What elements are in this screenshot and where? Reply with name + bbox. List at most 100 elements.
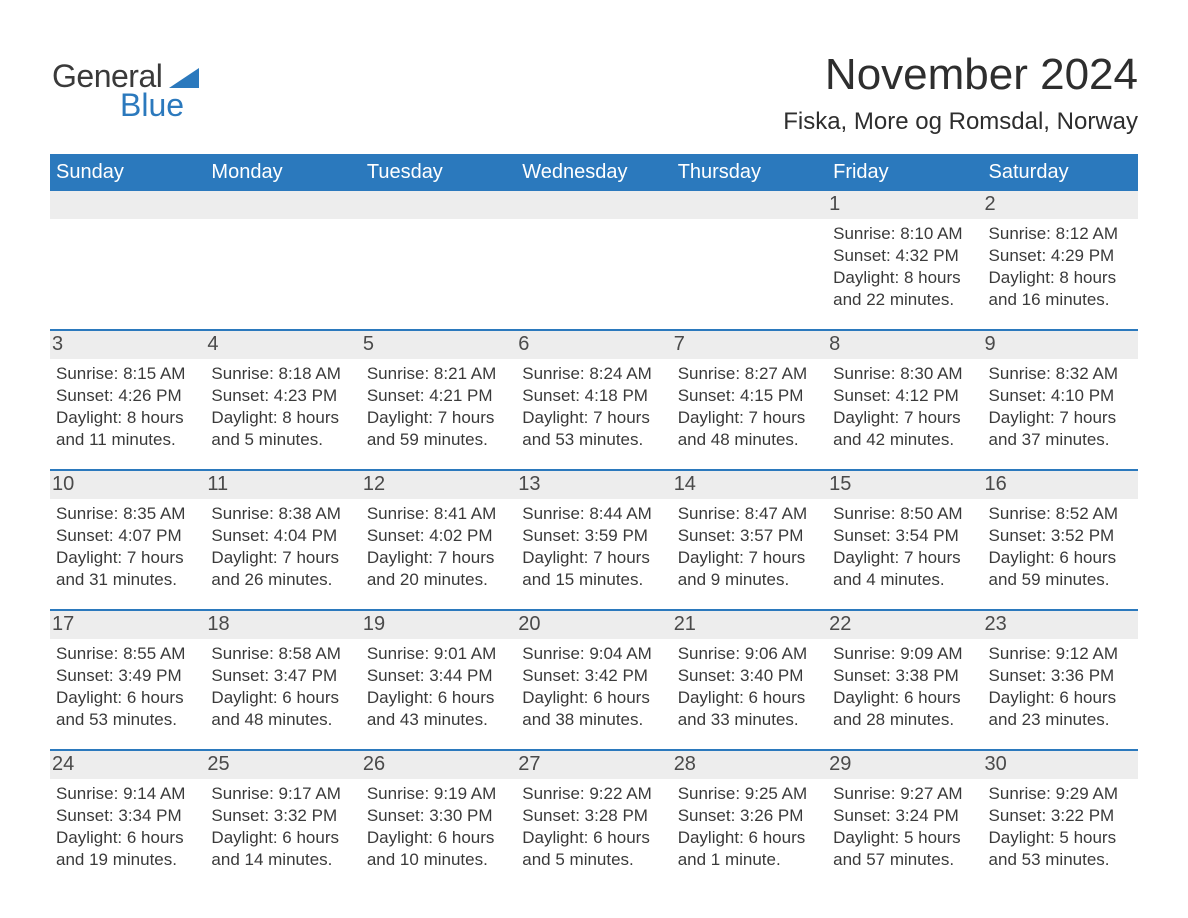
sunset-text: Sunset: 4:10 PM [989,385,1132,407]
day-number: 16 [983,471,1138,499]
calendar-day: 29Sunrise: 9:27 AMSunset: 3:24 PMDayligh… [827,751,982,883]
day-number: 4 [205,331,360,359]
calendar-day: 19 Sunrise: 9:01 AMSunset: 3:44 PMDayligh… [361,611,516,743]
daylight-text: Daylight: 7 hours and 53 minutes. [522,407,665,451]
sunrise-text: Sunrise: 9:27 AM [833,783,976,805]
daylight-text: Daylight: 6 hours and 1 minute. [678,827,821,871]
dow-friday: Friday [827,154,982,191]
calendar-day: . [50,191,205,323]
calendar-day: 20Sunrise: 9:04 AMSunset: 3:42 PMDayligh… [516,611,671,743]
sunset-text: Sunset: 3:44 PM [367,665,510,687]
sunrise-text: Sunrise: 9:19 AM [367,783,510,805]
day-number: 23 [983,611,1138,639]
sunset-text: Sunset: 3:52 PM [989,525,1132,547]
day-number: 17 [50,611,205,639]
sunrise-text: Sunrise: 8:44 AM [522,503,665,525]
sunrise-text: Sunrise: 9:01 AM [367,643,510,665]
calendar-day: 10Sunrise: 8:35 AMSunset: 4:07 PMDayligh… [50,471,205,603]
day-number: 3 [50,331,205,359]
dow-sunday: Sunday [50,154,205,191]
calendar-day: 26Sunrise: 9:19 AMSunset: 3:30 PMDayligh… [361,751,516,883]
sunset-text: Sunset: 4:15 PM [678,385,821,407]
day-number: 12 [361,471,516,499]
sunset-text: Sunset: 4:21 PM [367,385,510,407]
calendar-day: 30Sunrise: 9:29 AMSunset: 3:22 PMDayligh… [983,751,1138,883]
calendar-day: 6Sunrise: 8:24 AMSunset: 4:18 PMDaylight… [516,331,671,463]
calendar-day: 9Sunrise: 8:32 AMSunset: 4:10 PMDaylight… [983,331,1138,463]
sunset-text: Sunset: 3:28 PM [522,805,665,827]
day-number: 5 [361,331,516,359]
day-number: 28 [672,751,827,779]
day-number: . [205,191,360,219]
day-number: 10 [50,471,205,499]
day-number: 8 [827,331,982,359]
daylight-text: Daylight: 8 hours and 11 minutes. [56,407,199,451]
calendar-day: 1Sunrise: 8:10 AMSunset: 4:32 PMDaylight… [827,191,982,323]
daylight-text: Daylight: 5 hours and 57 minutes. [833,827,976,871]
daylight-text: Daylight: 6 hours and 14 minutes. [211,827,354,871]
calendar-day: 21Sunrise: 9:06 AMSunset: 3:40 PMDayligh… [672,611,827,743]
sunset-text: Sunset: 3:24 PM [833,805,976,827]
sunset-text: Sunset: 3:36 PM [989,665,1132,687]
daylight-text: Daylight: 7 hours and 20 minutes. [367,547,510,591]
sunset-text: Sunset: 4:29 PM [989,245,1132,267]
day-number: 21 [672,611,827,639]
calendar-day: 15Sunrise: 8:50 AMSunset: 3:54 PMDayligh… [827,471,982,603]
sunset-text: Sunset: 3:34 PM [56,805,199,827]
day-number: 13 [516,471,671,499]
generalblue-logo: General Blue [52,58,199,134]
day-number: 11 [205,471,360,499]
daylight-text: Daylight: 7 hours and 31 minutes. [56,547,199,591]
calendar-day: . [672,191,827,323]
sunset-text: Sunset: 3:40 PM [678,665,821,687]
dow-thursday: Thursday [672,154,827,191]
sunrise-text: Sunrise: 8:30 AM [833,363,976,385]
calendar-day: . [516,191,671,323]
calendar-day: 27Sunrise: 9:22 AMSunset: 3:28 PMDayligh… [516,751,671,883]
calendar-day: 22Sunrise: 9:09 AMSunset: 3:38 PMDayligh… [827,611,982,743]
calendar-day: 11Sunrise: 8:38 AMSunset: 4:04 PMDayligh… [205,471,360,603]
sunrise-text: Sunrise: 8:50 AM [833,503,976,525]
daylight-text: Daylight: 6 hours and 28 minutes. [833,687,976,731]
calendar-day: 28Sunrise: 9:25 AMSunset: 3:26 PMDayligh… [672,751,827,883]
daylight-text: Daylight: 7 hours and 4 minutes. [833,547,976,591]
sunrise-text: Sunrise: 8:35 AM [56,503,199,525]
day-of-week-header: Sunday Monday Tuesday Wednesday Thursday… [50,154,1138,191]
day-number: 2 [983,191,1138,219]
sunrise-text: Sunrise: 8:27 AM [678,363,821,385]
dow-saturday: Saturday [983,154,1138,191]
dow-monday: Monday [205,154,360,191]
sunrise-text: Sunrise: 8:38 AM [211,503,354,525]
daylight-text: Daylight: 6 hours and 38 minutes. [522,687,665,731]
calendar-page: General Blue November 2024 Fiska, More o… [0,0,1188,913]
calendar-day: . [205,191,360,323]
calendar-week: 17 Sunrise: 8:55 AMSunset: 3:49 PM Dayligh… [50,609,1138,743]
sunset-text: Sunset: 3:38 PM [833,665,976,687]
sunset-text: Sunset: 3:59 PM [522,525,665,547]
daylight-text: Daylight: 8 hours and 22 minutes. [833,267,976,311]
sunset-text: Sunset: 3:42 PM [522,665,665,687]
day-number: 19 [361,611,516,639]
day-number: 24 [50,751,205,779]
sunrise-text: Sunrise: 8:18 AM [211,363,354,385]
daylight-text: Daylight: 6 hours and 48 minutes. [211,687,354,731]
day-number: 22 [827,611,982,639]
daylight-text: Daylight: 8 hours and 16 minutes. [989,267,1132,311]
sunset-text: Sunset: 4:04 PM [211,525,354,547]
day-number: 27 [516,751,671,779]
day-number: 14 [672,471,827,499]
day-number: 20 [516,611,671,639]
sunset-text: Sunset: 3:54 PM [833,525,976,547]
daylight-text: Daylight: 6 hours and 43 minutes. [367,687,510,731]
sunrise-text: Sunrise: 8:47 AM [678,503,821,525]
day-number: . [672,191,827,219]
daylight-text: Daylight: 6 hours and 33 minutes. [678,687,821,731]
sunset-text: Sunset: 3:49 PM [56,665,199,687]
sunset-text: Sunset: 3:22 PM [989,805,1132,827]
daylight-text: Daylight: 6 hours and 10 minutes. [367,827,510,871]
calendar-day: 13Sunrise: 8:44 AMSunset: 3:59 PMDayligh… [516,471,671,603]
sunset-text: Sunset: 4:26 PM [56,385,199,407]
daylight-text: Daylight: 6 hours and 23 minutes. [989,687,1132,731]
sunrise-text: Sunrise: 8:55 AM [56,643,199,665]
sunset-text: Sunset: 4:02 PM [367,525,510,547]
